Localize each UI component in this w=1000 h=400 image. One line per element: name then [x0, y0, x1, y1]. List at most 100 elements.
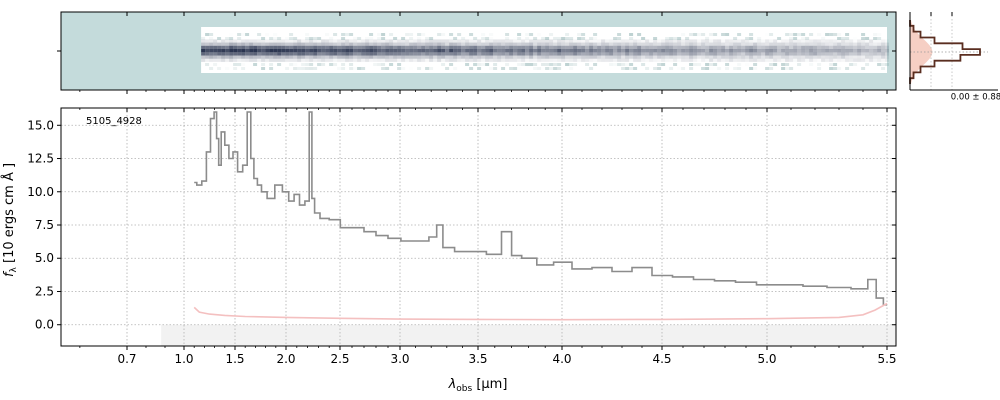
- spectrum-2d-pixel: [445, 58, 450, 62]
- spectrum-2d-pixel: [725, 55, 730, 59]
- spectrum-2d-pixel: [801, 55, 806, 59]
- spectrum-2d-pixel: [397, 55, 402, 59]
- spectrum-2d-pixel: [373, 58, 378, 62]
- spectrum-2d-pixel: [213, 52, 218, 56]
- spectrum-2d-pixel: [533, 52, 538, 56]
- spectrum-2d-pixel: [621, 52, 626, 56]
- spectrum-2d-pixel: [509, 45, 514, 50]
- spectrum-2d-pixel: [713, 39, 718, 43]
- spectrum-2d-pixel: [369, 52, 374, 56]
- spectrum-2d-noise: [461, 63, 465, 66]
- spectrum-2d-pixel: [841, 39, 846, 43]
- spectrum-2d-pixel: [853, 45, 858, 50]
- spectrum-2d-pixel: [849, 45, 854, 50]
- spectrum-2d-pixel: [417, 42, 422, 46]
- spectrum-2d-pixel: [241, 52, 246, 56]
- spectrum-2d-pixel: [773, 45, 778, 50]
- spectrum-2d-pixel: [881, 42, 886, 46]
- spectrum-2d-noise: [429, 37, 434, 40]
- spectrum-2d-noise: [453, 67, 458, 70]
- spectrum-2d-pixel: [345, 45, 350, 50]
- spectrum-2d-pixel: [657, 39, 662, 43]
- spectrum-2d-pixel: [601, 49, 606, 53]
- spectrum-2d-pixel: [325, 52, 330, 56]
- spectrum-2d-pixel: [773, 49, 778, 53]
- spectrum-2d-pixel: [793, 39, 798, 43]
- spectrum-2d-pixel: [569, 45, 574, 50]
- spectrum-2d-pixel: [385, 52, 390, 56]
- spectrum-2d-pixel: [241, 42, 246, 46]
- spectrum-2d-noise: [321, 63, 326, 66]
- spectrum-2d-pixel: [641, 42, 646, 46]
- spectrum-2d-pixel: [737, 49, 742, 53]
- spectrum-2d-pixel: [637, 45, 642, 50]
- spectrum-2d-noise: [373, 63, 378, 66]
- spectrum-2d-pixel: [401, 42, 406, 46]
- spectrum-2d-noise: [209, 33, 214, 36]
- spectrum-2d-pixel: [381, 42, 386, 46]
- spectrum-2d-noise: [329, 37, 334, 40]
- spectrum-2d-pixel: [261, 58, 266, 62]
- spectrum-2d-pixel: [549, 55, 554, 59]
- spectrum-2d-pixel: [365, 45, 370, 50]
- spectrum-2d-noise: [277, 63, 282, 66]
- spectrum-2d-pixel: [333, 39, 338, 43]
- spectrum-2d-pixel: [265, 49, 270, 53]
- spectrum-2d-noise: [553, 37, 558, 40]
- spectrum-2d-pixel: [829, 49, 834, 53]
- spectrum-2d-pixel: [357, 39, 362, 43]
- spectrum-2d-pixel: [685, 49, 690, 53]
- spectrum-2d-pixel: [621, 45, 626, 50]
- spectrum-2d-pixel: [333, 49, 338, 53]
- spectrum-2d-noise: [873, 37, 878, 40]
- spectrum-2d-pixel: [657, 58, 662, 62]
- spectrum-2d-noise: [633, 67, 638, 70]
- spectrum-2d-noise: [505, 63, 510, 66]
- spectrum-2d-noise: [381, 33, 386, 36]
- spectrum-2d-pixel: [513, 45, 518, 50]
- spectrum-2d-pixel: [565, 39, 570, 43]
- spectrum-2d-noise: [313, 67, 318, 70]
- spectrum-2d-pixel: [701, 45, 706, 50]
- spectrum-2d-pixel: [689, 45, 694, 50]
- spectrum-2d-pixel: [541, 58, 546, 62]
- spectrum-2d-pixel: [337, 49, 342, 53]
- spectrum-2d-noise: [541, 37, 546, 40]
- spectrum-2d-pixel: [717, 42, 722, 46]
- spectrum-2d-pixel: [781, 55, 786, 59]
- spectrum-2d-pixel: [833, 45, 838, 50]
- spectrum-2d-pixel: [689, 58, 694, 62]
- spectrum-2d-pixel: [237, 49, 242, 53]
- spectrum-2d-pixel: [421, 49, 426, 53]
- spectrum-2d-pixel: [537, 45, 542, 50]
- spectrum-2d-pixel: [261, 52, 266, 56]
- spectrum-2d-pixel: [225, 55, 230, 59]
- spectrum-2d-pixel: [257, 42, 262, 46]
- spectrum-2d-pixel: [409, 52, 414, 56]
- spectrum-2d-pixel: [305, 42, 310, 46]
- spectrum-2d-pixel: [501, 49, 506, 53]
- spectrum-2d-pixel: [833, 49, 838, 53]
- spectrum-2d-noise: [481, 63, 486, 66]
- spectrum-2d-pixel: [741, 49, 746, 53]
- spectrum-2d-noise: [449, 37, 453, 40]
- spectrum-2d-pixel: [473, 45, 478, 50]
- spectrum-2d-pixel: [285, 49, 290, 53]
- spectrum-2d-pixel: [765, 58, 770, 62]
- spectrum-2d-pixel: [209, 55, 214, 59]
- spectrum-2d-noise: [489, 67, 494, 70]
- spectrum-2d-pixel: [645, 55, 650, 59]
- spectrum-2d-pixel: [721, 45, 726, 50]
- spectrum-2d-pixel: [577, 58, 582, 62]
- spectrum-2d-pixel: [245, 55, 250, 59]
- spectrum-2d-pixel: [649, 39, 653, 42]
- spectrum-2d-pixel: [813, 52, 818, 56]
- spectrum-2d-noise: [217, 37, 222, 40]
- spectrum-2d-pixel: [817, 55, 822, 59]
- spectrum-2d-pixel: [629, 39, 634, 43]
- spectrum-2d-pixel: [405, 42, 410, 46]
- spectrum-2d-pixel: [225, 49, 230, 53]
- spectrum-2d-pixel: [373, 55, 378, 59]
- spectrum-2d-noise: [549, 33, 554, 36]
- spectrum-2d-pixel: [285, 58, 290, 62]
